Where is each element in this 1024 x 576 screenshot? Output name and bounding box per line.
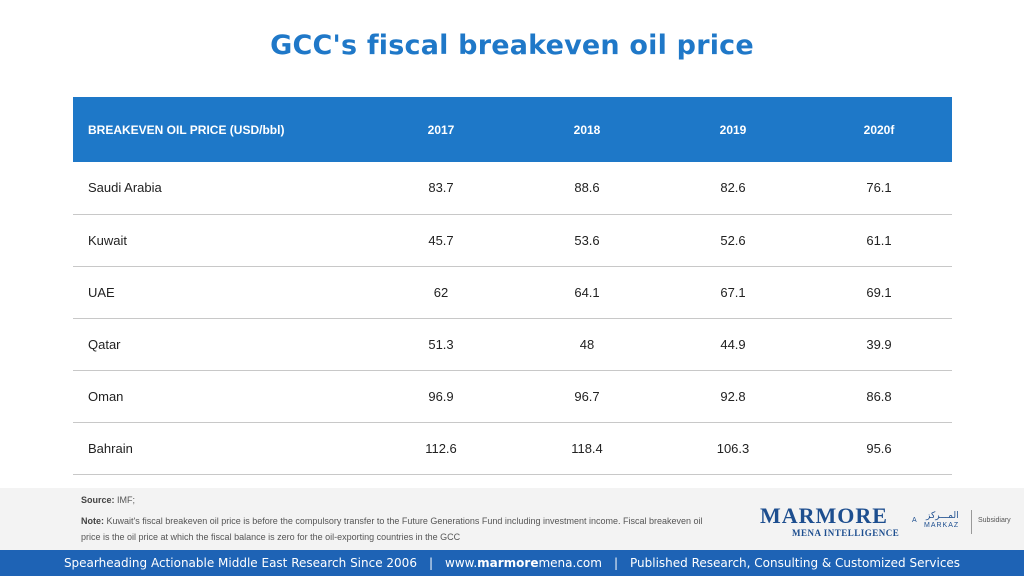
- value-cell: 67.1: [660, 266, 806, 319]
- country-cell: Bahrain: [73, 422, 368, 475]
- notes-band: [0, 488, 1024, 550]
- value-cell: 96.9: [368, 370, 514, 423]
- value-cell: 83.7: [368, 162, 514, 215]
- footer-url-bold: marmore: [477, 556, 539, 570]
- value-cell: 48: [514, 318, 660, 371]
- value-cell: 92.8: [660, 370, 806, 423]
- value-cell: 69.1: [806, 266, 952, 319]
- value-cell: 51.3: [368, 318, 514, 371]
- country-cell: Saudi Arabia: [73, 162, 368, 215]
- table-row: UAE 62 64.1 67.1 69.1: [73, 266, 952, 319]
- country-cell: Qatar: [73, 318, 368, 371]
- value-cell: 112.6: [368, 422, 514, 475]
- footer-url[interactable]: www.marmoremena.com: [445, 556, 602, 570]
- value-cell: 44.9: [660, 318, 806, 371]
- footer-url-suffix: mena.com: [538, 556, 602, 570]
- value-cell: 118.4: [514, 422, 660, 475]
- table-row: Qatar 51.3 48 44.9 39.9: [73, 318, 952, 371]
- markaz-english-text: MARKAZ: [924, 522, 960, 529]
- header-year: 2018: [514, 97, 660, 162]
- value-cell: 53.6: [514, 214, 660, 267]
- footer-bar: Spearheading Actionable Middle East Rese…: [0, 550, 1024, 576]
- table-row: Bahrain 112.6 118.4 106.3 95.6: [73, 422, 952, 475]
- value-cell: 64.1: [514, 266, 660, 319]
- header-year: 2019: [660, 97, 806, 162]
- subsidiary-text: Subsidiary: [978, 517, 1011, 524]
- source-label: Source:: [81, 495, 115, 505]
- table-header-row: BREAKEVEN OIL PRICE (USD/bbl) 2017 2018 201…: [73, 97, 952, 162]
- markaz-logo: المـــركز MARKAZ: [922, 510, 972, 534]
- footer-url-prefix: www.: [445, 556, 478, 570]
- note-label: Note:: [81, 516, 104, 526]
- logo-sub-text: MENA INTELLIGENCE: [792, 528, 900, 538]
- logo-main-text: MARMORE: [760, 503, 888, 528]
- country-cell: Oman: [73, 370, 368, 423]
- value-cell: 62: [368, 266, 514, 319]
- value-cell: 96.7: [514, 370, 660, 423]
- header-year: 2017: [368, 97, 514, 162]
- table-row: Oman 96.9 96.7 92.8 86.8: [73, 370, 952, 423]
- value-cell: 88.6: [514, 162, 660, 215]
- value-cell: 52.6: [660, 214, 806, 267]
- value-cell: 86.8: [806, 370, 952, 423]
- source-text: IMF;: [117, 495, 136, 505]
- note-text: Kuwait's fiscal breakeven oil price is b…: [81, 516, 703, 542]
- value-cell: 39.9: [806, 318, 952, 371]
- header-label: BREAKEVEN OIL PRICE (USD/bbl): [73, 97, 368, 162]
- table-row: Saudi Arabia 83.7 88.6 82.6 76.1: [73, 162, 952, 215]
- country-cell: UAE: [73, 266, 368, 319]
- footer-separator: |: [428, 556, 433, 570]
- country-cell: Kuwait: [73, 214, 368, 267]
- footer-services: Published Research, Consulting & Customi…: [630, 556, 961, 570]
- value-cell: 76.1: [806, 162, 952, 215]
- value-cell: 45.7: [368, 214, 514, 267]
- marmore-logo: MARMORE MENA INTELLIGENCE A المـــركز MA…: [760, 503, 1011, 543]
- value-cell: 61.1: [806, 214, 952, 267]
- logo-a-text: A: [912, 517, 917, 524]
- value-cell: 95.6: [806, 422, 952, 475]
- note-line: Note: Kuwait's fiscal breakeven oil pric…: [81, 513, 711, 545]
- value-cell: 106.3: [660, 422, 806, 475]
- breakeven-table: BREAKEVEN OIL PRICE (USD/bbl) 2017 2018 201…: [73, 97, 952, 475]
- footer-tagline: Spearheading Actionable Middle East Rese…: [63, 556, 417, 570]
- footer-separator: |: [613, 556, 619, 570]
- page-title: GCC's fiscal breakeven oil price: [270, 30, 754, 61]
- source-line: Source: IMF;: [81, 495, 135, 505]
- value-cell: 82.6: [660, 162, 806, 215]
- header-year: 2020f: [806, 97, 952, 162]
- markaz-arabic-text: المـــركز: [926, 510, 959, 520]
- table-row: Kuwait 45.7 53.6 52.6 61.1: [73, 214, 952, 267]
